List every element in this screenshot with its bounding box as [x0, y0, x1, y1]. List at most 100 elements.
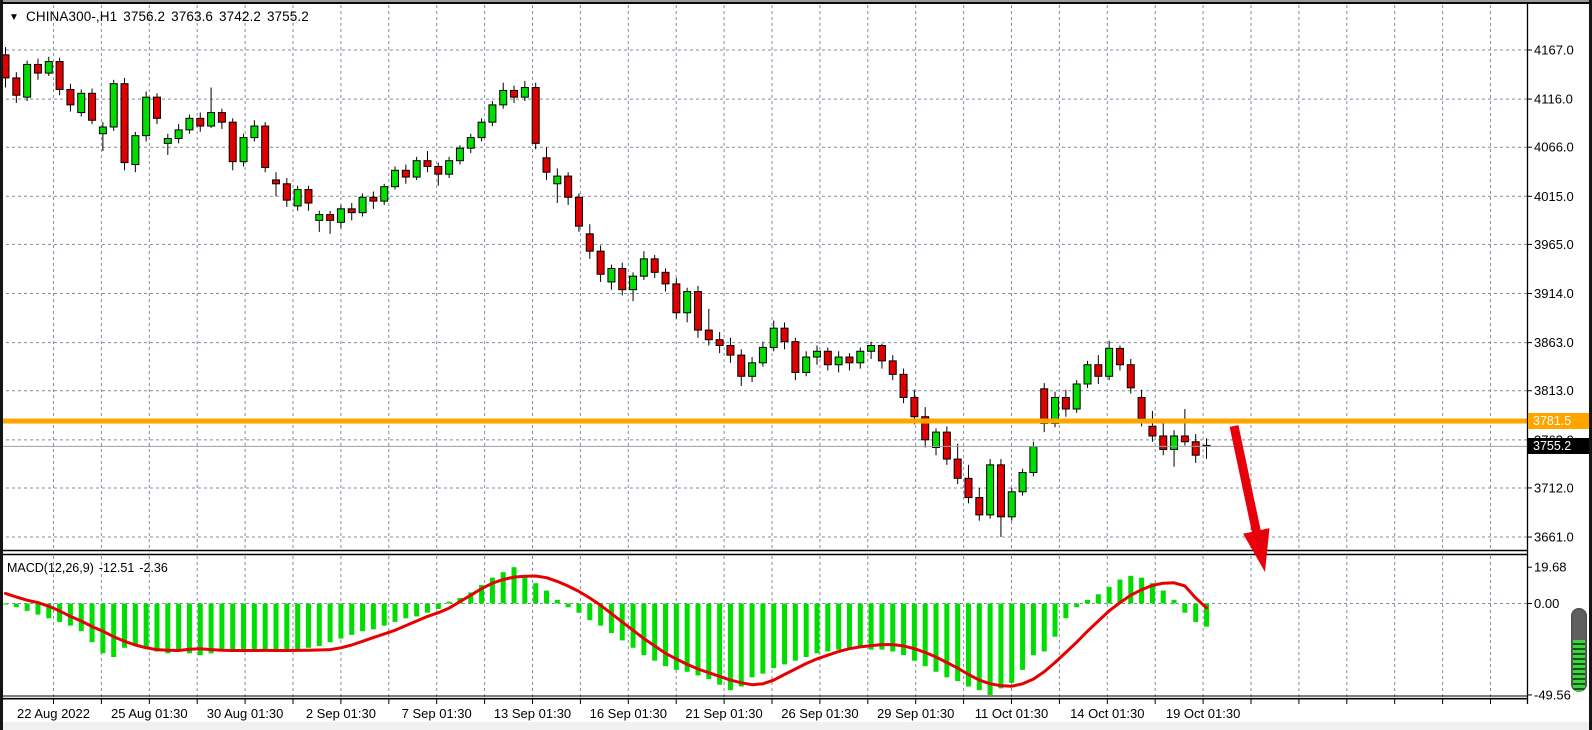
macd-bar: [327, 603, 333, 643]
macd-bar: [316, 603, 322, 646]
bear-candle: [715, 339, 724, 346]
bull-candle: [553, 175, 562, 185]
macd-bar: [370, 603, 376, 630]
macd-bar: [230, 603, 236, 650]
bear-candle: [55, 61, 64, 90]
macd-bar: [446, 601, 452, 604]
bear-candle: [423, 160, 432, 167]
bull-candle: [412, 160, 421, 178]
bear-candle: [1061, 396, 1070, 410]
bear-candle: [574, 196, 583, 227]
bull-candle: [142, 96, 151, 137]
time-axis: 22 Aug 2022 25 Aug 01:30 30 Aug 01:30 2 Sep…: [17, 706, 1240, 721]
axis-frame: [0, 3, 1529, 704]
bull-candle: [802, 356, 811, 373]
bull-candle: [834, 356, 843, 366]
macd-bar: [78, 603, 84, 632]
bull-candle: [1170, 435, 1179, 450]
bear-candle: [228, 121, 237, 163]
macd-bar: [403, 603, 409, 619]
bear-candle: [672, 283, 681, 314]
macd-bar: [825, 603, 831, 652]
time-axis-label: 22 Aug 2022: [17, 706, 90, 721]
bear-candle: [791, 341, 800, 373]
bull-candle: [488, 104, 497, 123]
bear-candle: [261, 125, 270, 168]
macd-bar: [3, 603, 8, 605]
macd-bar: [641, 603, 647, 656]
macd-bar: [1128, 575, 1134, 604]
macd-axis: 19.68 0.00 -49.56: [1527, 560, 1571, 702]
indicator-main-value: -12.51: [98, 561, 135, 575]
price-axis-label: 4167.0: [1534, 43, 1574, 58]
macd-bar: [749, 603, 755, 678]
price-axis-label: 4015.0: [1534, 189, 1574, 204]
window-right-border: [1589, 0, 1592, 730]
macd-bar: [1041, 603, 1047, 652]
macd-bar: [1030, 603, 1036, 656]
grid-lines: [0, 5, 1527, 697]
macd-bar: [976, 603, 982, 691]
macd-bar: [284, 603, 290, 652]
macd-bar: [67, 603, 73, 626]
price-axis-label: 3813.0: [1534, 383, 1574, 398]
bear-candle: [564, 175, 573, 198]
window-left-border: [0, 0, 3, 730]
macd-bar: [46, 603, 52, 619]
bear-candle: [780, 327, 789, 343]
macd-bar: [197, 603, 203, 656]
macd-bar: [424, 603, 430, 613]
ohlc-low-value: 3742.2: [219, 9, 261, 24]
time-axis-label: 7 Sep 01:30: [402, 706, 472, 721]
macd-bar: [132, 603, 138, 645]
bear-candle: [618, 267, 627, 291]
bear-candle: [401, 169, 410, 178]
macd-bar: [360, 603, 366, 632]
bull-candle: [607, 267, 616, 283]
macd-bar: [500, 572, 506, 604]
price-axis-label: 3914.0: [1534, 286, 1574, 301]
price-axis-label: 4066.0: [1534, 140, 1574, 155]
macd-bar: [89, 603, 95, 643]
macd-bar: [241, 603, 247, 652]
bull-candle: [1105, 347, 1114, 377]
macd-bar: [565, 603, 571, 608]
bull-candle: [109, 83, 118, 128]
scrollbar-thumb-stripes: [1573, 639, 1585, 692]
macd-bar: [1182, 603, 1188, 613]
macd-bar: [771, 603, 777, 669]
macd-bar: [1085, 599, 1090, 604]
scrollbar-thumb[interactable]: [1571, 608, 1587, 692]
bear-candle: [845, 356, 854, 364]
bull-candle: [77, 92, 86, 114]
bull-candle: [932, 431, 941, 449]
bull-candle: [23, 63, 32, 98]
bear-candle: [282, 183, 291, 201]
macd-bar: [1020, 603, 1026, 670]
candles-series: [1, 47, 1211, 538]
bull-candle: [131, 135, 140, 166]
macd-bar: [154, 603, 160, 652]
macd-bar: [511, 567, 517, 604]
bull-candle: [1029, 446, 1038, 474]
symbol-dropdown-icon[interactable]: ▼: [9, 12, 19, 23]
ohlc-open-value: 3756.2: [123, 9, 166, 24]
bull-candle: [1007, 491, 1016, 518]
macd-bar: [608, 603, 614, 634]
bear-candle: [1180, 435, 1189, 443]
macd-bar: [1074, 603, 1080, 608]
macd-bar: [1149, 583, 1155, 604]
bull-candle: [1018, 472, 1027, 493]
bull-candle: [445, 160, 454, 175]
bear-candle: [693, 291, 702, 331]
price-axis-label: 4116.0: [1534, 92, 1573, 107]
bull-candle: [867, 344, 876, 352]
bear-candle: [1040, 388, 1049, 424]
macd-bar: [879, 603, 885, 650]
bull-candle: [758, 346, 767, 364]
macd-bar: [479, 585, 485, 604]
macd-bar: [100, 603, 106, 654]
bull-candle: [250, 125, 259, 139]
macd-bar: [803, 603, 809, 658]
